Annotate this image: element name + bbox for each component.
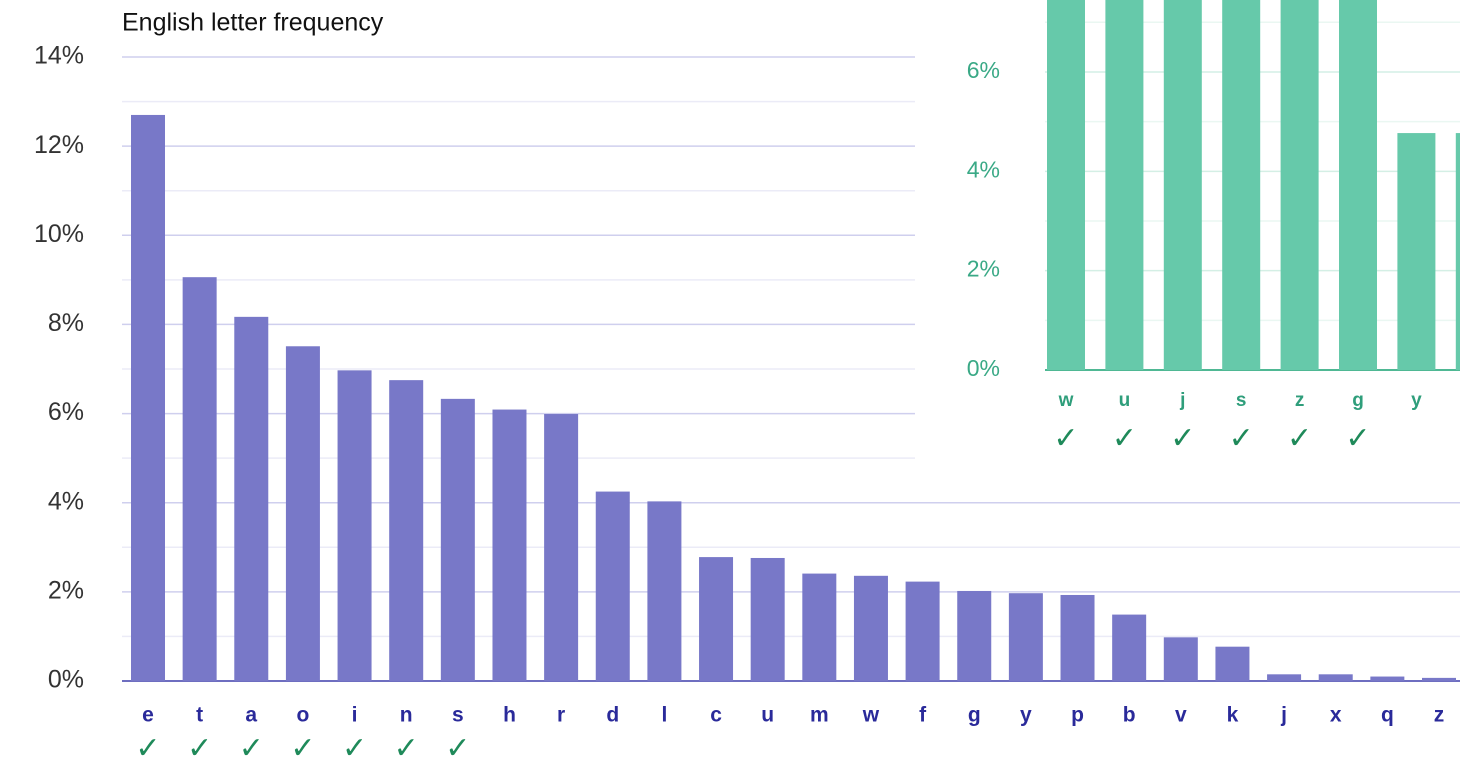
y-tick-label: 8% xyxy=(48,309,84,337)
y-tick-label: 2% xyxy=(967,256,1000,282)
y-tick-label: 0% xyxy=(48,666,84,694)
bar xyxy=(182,277,217,681)
x-tick-label: j xyxy=(1179,390,1185,411)
x-tick-label: i xyxy=(352,704,358,727)
bar xyxy=(440,398,475,681)
x-tick-label: l xyxy=(661,704,667,727)
check-annotation: ✓ xyxy=(187,732,212,765)
check-annotation: ✓ xyxy=(1345,422,1370,455)
bar xyxy=(802,573,837,681)
bar xyxy=(853,575,888,681)
check-annotation: ✓ xyxy=(1287,422,1312,455)
x-tick-label: u xyxy=(1119,390,1131,411)
chart-title: English letter frequency xyxy=(122,9,384,37)
y-tick-label: 10% xyxy=(34,220,84,248)
bar xyxy=(1215,646,1250,681)
y-tick-label: 14% xyxy=(34,42,84,70)
bar xyxy=(337,370,372,681)
bar xyxy=(1060,594,1095,681)
bar xyxy=(234,316,269,681)
x-tick-label: s xyxy=(452,704,464,727)
bar xyxy=(1008,593,1043,681)
y-tick-label: 4% xyxy=(967,156,1000,182)
bar xyxy=(905,581,940,681)
bar xyxy=(1112,614,1147,681)
check-annotation: ✓ xyxy=(1053,422,1078,455)
x-tick-label: k xyxy=(1227,704,1239,727)
x-tick-label: r xyxy=(557,704,565,727)
bar xyxy=(544,414,579,681)
x-tick-label: m xyxy=(810,704,829,727)
bar xyxy=(595,491,630,681)
x-tick-label: g xyxy=(968,704,981,727)
x-tick-label: j xyxy=(1280,704,1287,727)
x-tick-label: o xyxy=(297,704,310,727)
bar xyxy=(1222,0,1261,370)
y-tick-label: 0% xyxy=(967,355,1000,381)
bar xyxy=(647,501,682,681)
x-tick-label: w xyxy=(862,704,880,727)
x-tick-label: g xyxy=(1352,390,1364,411)
bar xyxy=(1280,0,1319,370)
check-annotation: ✓ xyxy=(1229,422,1254,455)
x-tick-label: s xyxy=(1236,390,1247,411)
x-tick-label: u xyxy=(761,704,774,727)
bar xyxy=(1047,0,1085,370)
bar xyxy=(750,557,785,681)
bar xyxy=(389,380,424,681)
check-annotation: ✓ xyxy=(290,732,315,765)
bar xyxy=(1422,677,1456,681)
x-tick-label: p xyxy=(1071,704,1084,727)
x-tick-label: y xyxy=(1020,704,1032,727)
x-tick-label: n xyxy=(400,704,413,727)
y-tick-label: 2% xyxy=(48,576,84,604)
bar xyxy=(1105,0,1144,370)
check-annotation: ✓ xyxy=(135,732,160,765)
x-tick-label: e xyxy=(142,704,154,727)
bar xyxy=(1397,133,1436,370)
x-tick-label: d xyxy=(606,704,619,727)
check-annotation: ✓ xyxy=(1170,422,1195,455)
check-annotation: ✓ xyxy=(1112,422,1137,455)
x-tick-label: w xyxy=(1058,390,1074,411)
y-tick-label: 4% xyxy=(48,487,84,515)
check-annotation: ✓ xyxy=(342,732,367,765)
bar xyxy=(957,590,992,681)
check-annotation: ✓ xyxy=(445,732,470,765)
x-tick-label: x xyxy=(1330,704,1342,727)
bar xyxy=(131,114,165,681)
x-tick-label: z xyxy=(1434,704,1445,727)
x-tick-label: h xyxy=(503,704,516,727)
bar xyxy=(1370,676,1405,681)
x-tick-label: t xyxy=(196,704,203,727)
x-tick-label: y xyxy=(1411,390,1422,411)
y-tick-label: 12% xyxy=(34,131,84,159)
x-tick-label: f xyxy=(919,704,927,727)
bar xyxy=(699,557,734,681)
x-tick-label: b xyxy=(1123,704,1136,727)
inset-chart: 0% 2% 4% 6% w u j s z g y ✓ ✓ ✓ ✓ ✓ ✓ xyxy=(967,0,1460,455)
check-annotation: ✓ xyxy=(394,732,419,765)
bar xyxy=(1163,637,1198,681)
bar xyxy=(1339,0,1377,370)
bar xyxy=(492,409,527,681)
bar xyxy=(1267,674,1302,681)
bar xyxy=(1163,0,1202,370)
main-chart: English letter frequency 0% 2% 4% 6% 8% 10% 12… xyxy=(34,9,1460,765)
x-tick-label: v xyxy=(1175,704,1187,727)
x-tick-label: c xyxy=(710,704,722,727)
y-tick-label: 6% xyxy=(967,57,1000,83)
x-tick-label: q xyxy=(1381,704,1394,727)
check-annotation: ✓ xyxy=(239,732,264,765)
bar xyxy=(285,346,320,681)
x-tick-label: z xyxy=(1295,390,1305,411)
bar xyxy=(1318,674,1353,681)
y-tick-label: 6% xyxy=(48,398,84,426)
x-tick-label: a xyxy=(245,704,257,727)
bar xyxy=(1455,133,1460,370)
